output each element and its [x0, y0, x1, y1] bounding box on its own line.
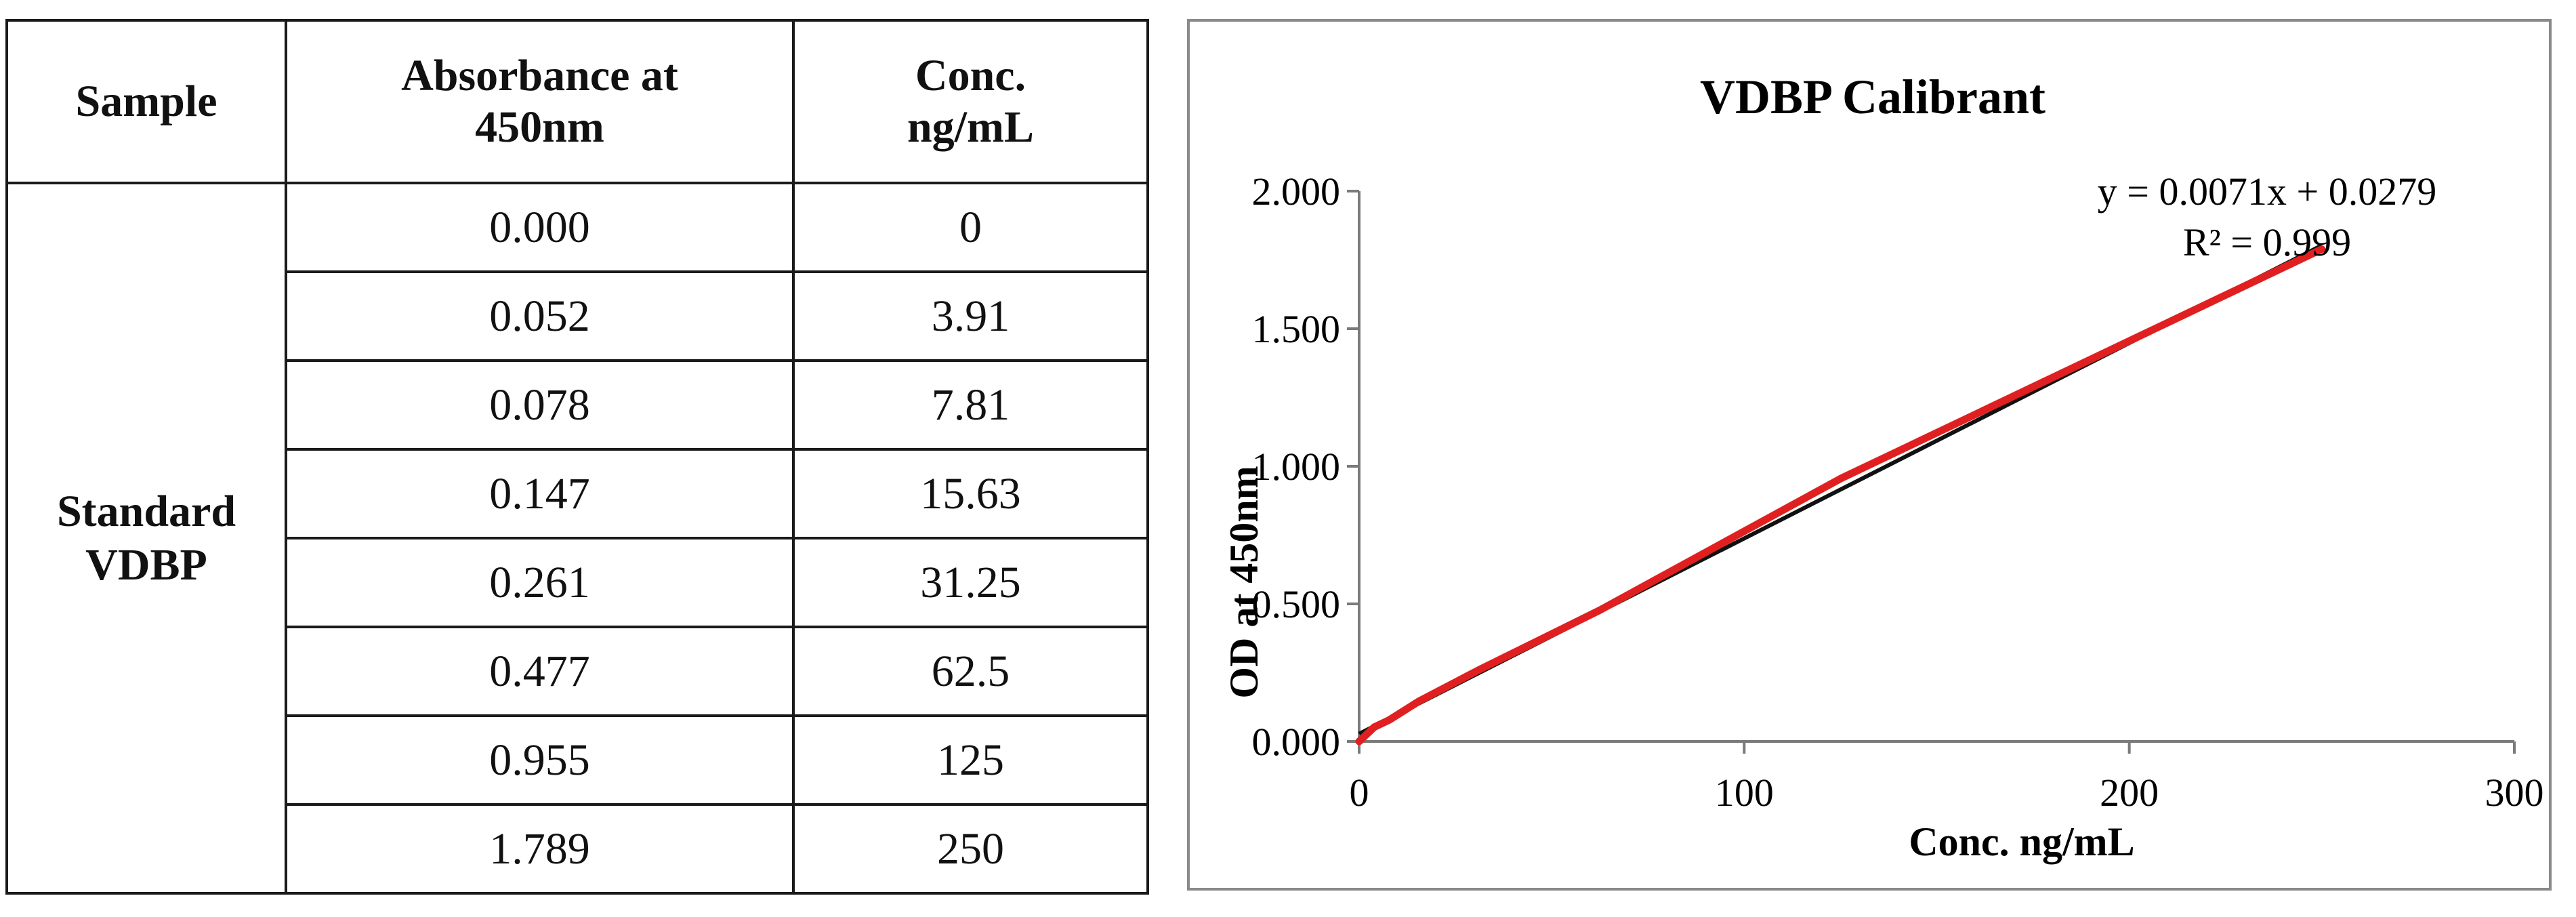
header-absorbance-line2: 450nm — [475, 102, 604, 152]
header-sample: Sample — [5, 19, 287, 184]
data-point — [1371, 723, 1378, 731]
data-point — [1415, 697, 1423, 705]
chart-title: VDBP Calibrant — [1700, 70, 2045, 124]
y-tick-label: 0.000 — [1252, 720, 1341, 764]
absorbance-cell: 0.261 — [285, 537, 795, 628]
conc-cell: 62.5 — [792, 626, 1149, 717]
conc-cell: 15.63 — [792, 448, 1149, 539]
data-point — [1596, 607, 1604, 614]
data-table: Sample Absorbance at 450nm Conc. ng/mL S… — [5, 19, 1149, 895]
absorbance-cell: 1.789 — [285, 803, 795, 895]
series-group — [1355, 245, 2326, 746]
group-label-line2: VDBP — [85, 540, 207, 590]
header-conc: Conc. ng/mL — [792, 19, 1149, 184]
chart-panel: VDBP Calibrant 0.000 0.500 1.000 1.500 2.000… — [1187, 19, 2552, 891]
table-header-row: Sample Absorbance at 450nm Conc. ng/mL — [5, 19, 1149, 184]
data-series-line — [1355, 245, 2326, 746]
data-point — [1476, 666, 1483, 674]
header-absorbance: Absorbance at 450nm — [285, 19, 795, 184]
group-label-line1: Standard — [56, 486, 236, 536]
tick-labels: 0.000 0.500 1.000 1.500 2.000 0 100 200 300 — [1252, 169, 2544, 815]
table-row: 0.147 15.63 — [7, 448, 1149, 539]
table-row: 0.955 125 — [7, 714, 1149, 806]
x-tick-label: 0 — [1350, 771, 1369, 815]
x-tick-label: 200 — [2100, 771, 2159, 815]
table-row: 0.261 31.25 — [7, 537, 1149, 628]
y-tick-label: 2.000 — [1252, 169, 1341, 213]
x-tick-label: 300 — [2485, 771, 2544, 815]
table-row: 0.078 7.81 — [7, 359, 1149, 451]
r-squared-label: R² = 0.999 — [2183, 220, 2351, 264]
y-tick-label: 1.500 — [1252, 307, 1341, 351]
x-tick-label: 100 — [1715, 771, 1774, 815]
conc-cell: 250 — [792, 803, 1149, 895]
header-conc-line2: ng/mL — [907, 102, 1035, 152]
absorbance-cell: 0.147 — [285, 448, 795, 539]
group-label-cell: Standard VDBP — [5, 182, 287, 895]
table-row: 0.052 3.91 — [7, 270, 1149, 362]
table-row: 0.477 62.5 — [7, 626, 1149, 717]
header-sample-text: Sample — [75, 77, 217, 127]
x-axis-label: Conc. ng/mL — [1909, 819, 2134, 864]
y-tick-label: 1.000 — [1252, 445, 1341, 489]
conc-cell: 7.81 — [792, 359, 1149, 451]
conc-cell: 3.91 — [792, 270, 1149, 362]
data-point — [1837, 475, 1844, 483]
calibration-chart: VDBP Calibrant 0.000 0.500 1.000 1.500 2.000… — [1222, 70, 2544, 864]
axes — [1347, 190, 2516, 754]
table-row: Standard VDBP 0.000 0 — [5, 182, 1149, 895]
y-axis-label: OD at 450nm — [1222, 466, 1266, 698]
conc-cell: 31.25 — [792, 537, 1149, 628]
absorbance-cell: 0.955 — [285, 714, 795, 806]
conc-cell: 125 — [792, 714, 1149, 806]
data-point — [2318, 245, 2325, 253]
absorbance-cell: 0.477 — [285, 626, 795, 717]
conc-cell: 0 — [792, 182, 1149, 273]
data-point — [1356, 738, 1363, 745]
absorbance-cell: 0.000 — [285, 182, 795, 273]
absorbance-cell: 0.052 — [285, 270, 795, 362]
table-row: 1.789 250 — [7, 803, 1149, 895]
y-tick-label: 0.500 — [1252, 582, 1341, 626]
absorbance-cell: 0.078 — [285, 359, 795, 451]
header-absorbance-line1: Absorbance at — [401, 51, 678, 101]
trendline-equation: y = 0.0071x + 0.0279 — [2098, 169, 2436, 213]
data-point — [1386, 716, 1393, 724]
header-conc-line1: Conc. — [915, 51, 1026, 101]
